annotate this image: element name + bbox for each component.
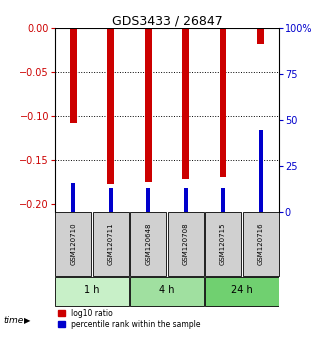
FancyBboxPatch shape [55,277,129,306]
FancyBboxPatch shape [55,212,91,276]
Bar [258,130,263,212]
Text: 4 h: 4 h [159,285,175,295]
FancyBboxPatch shape [130,277,204,306]
Bar [145,28,152,182]
Bar [109,188,113,212]
Bar [71,183,75,212]
Bar [257,28,264,44]
FancyBboxPatch shape [168,212,204,276]
Legend: log10 ratio, percentile rank within the sample: log10 ratio, percentile rank within the … [58,309,200,329]
Text: GSM120711: GSM120711 [108,223,114,266]
Text: ▶: ▶ [24,316,30,325]
Bar [107,28,114,184]
Text: GSM120715: GSM120715 [220,223,226,265]
Text: 1 h: 1 h [84,285,100,295]
Text: GSM120648: GSM120648 [145,223,151,265]
Text: GSM120710: GSM120710 [70,223,76,266]
FancyBboxPatch shape [130,212,166,276]
Text: time: time [3,316,23,325]
FancyBboxPatch shape [205,212,241,276]
Bar [220,28,226,177]
Bar [221,188,225,212]
FancyBboxPatch shape [93,212,129,276]
Text: GSM120716: GSM120716 [257,223,264,266]
Bar [70,28,77,123]
Bar [182,28,189,179]
FancyBboxPatch shape [243,212,279,276]
Text: GSM120708: GSM120708 [183,223,189,266]
Bar [146,188,150,212]
Text: 24 h: 24 h [231,285,253,295]
FancyBboxPatch shape [205,277,279,306]
Bar [184,188,188,212]
Title: GDS3433 / 26847: GDS3433 / 26847 [111,14,222,27]
